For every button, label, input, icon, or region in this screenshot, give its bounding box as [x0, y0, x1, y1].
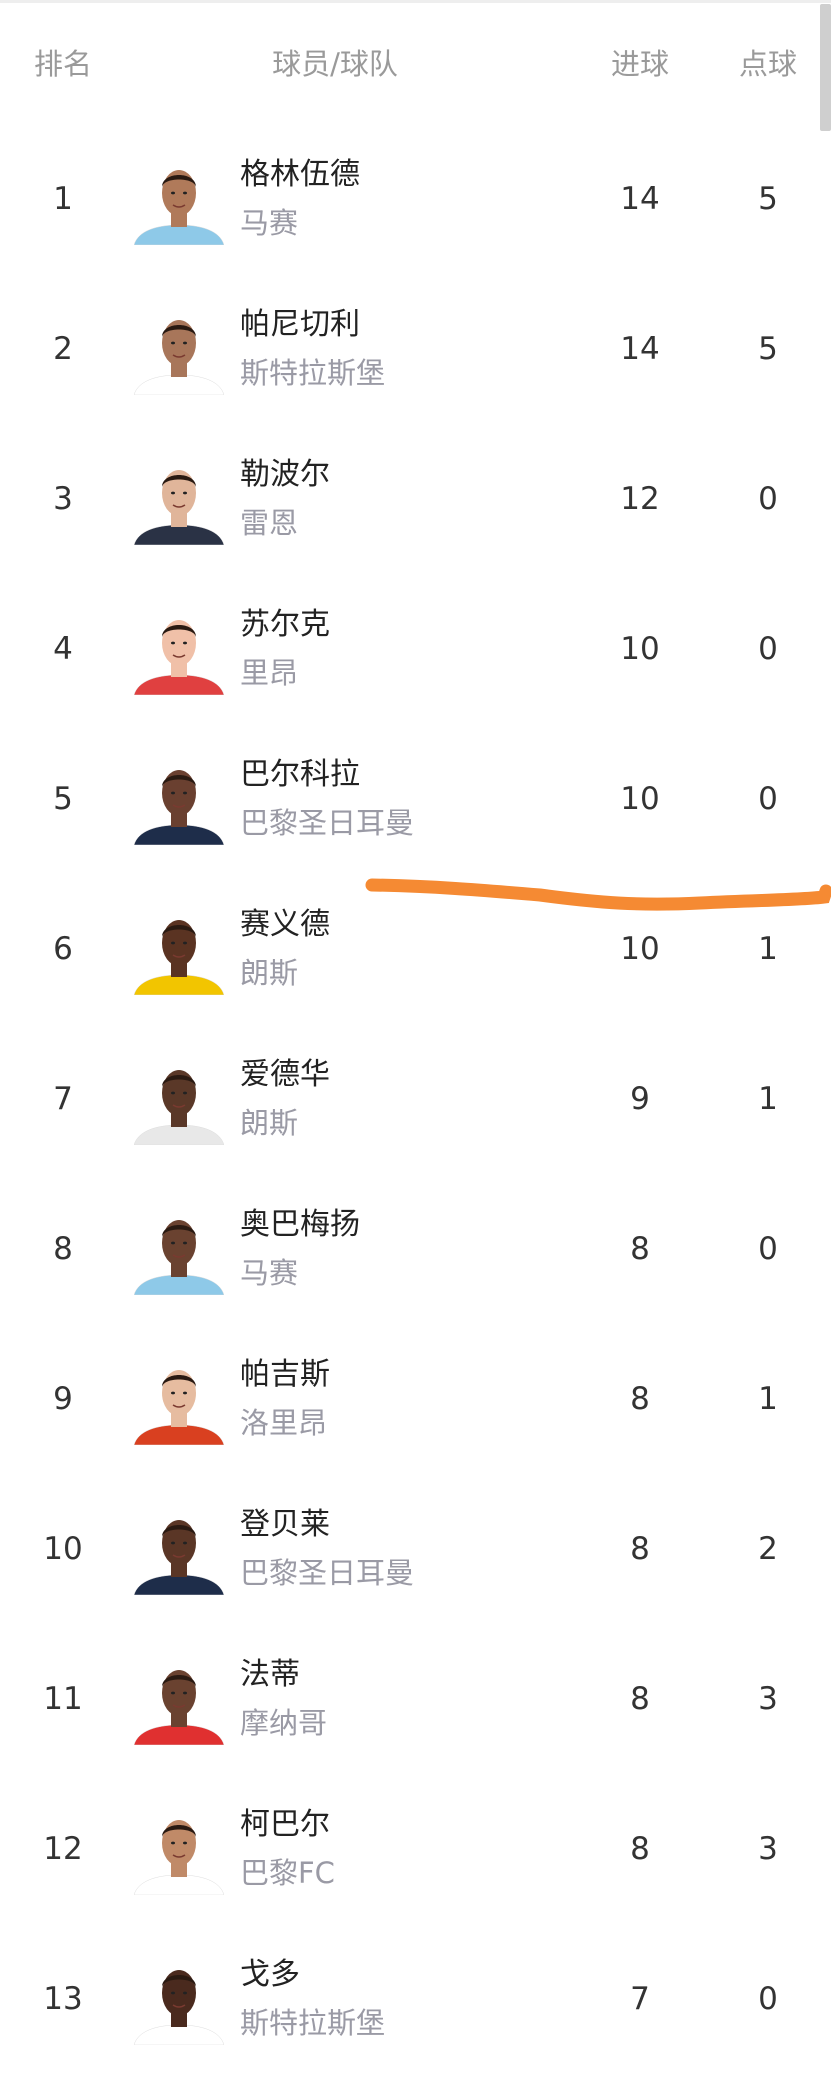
player-photo [134, 1220, 224, 1295]
player-name[interactable]: 爱德华 [240, 1057, 330, 1092]
table-row[interactable]: 3 勒波尔 雷恩 12 0 [0, 425, 831, 575]
team-name[interactable]: 斯特拉斯堡 [240, 2006, 386, 2040]
rank: 13 [43, 1981, 83, 2017]
table-row[interactable]: 7 爱德华 朗斯 9 1 [0, 1025, 831, 1175]
penalties-value: 0 [758, 781, 778, 817]
player-photo [134, 620, 224, 695]
team-name[interactable]: 洛里昂 [240, 1406, 328, 1440]
penalties-value: 1 [758, 1381, 778, 1417]
player-name[interactable]: 柯巴尔 [240, 1807, 330, 1842]
goals-value: 12 [620, 481, 660, 517]
table-row[interactable]: 8 奥巴梅扬 马赛 8 0 [0, 1175, 831, 1325]
team-name[interactable]: 巴黎圣日耳曼 [240, 1556, 415, 1590]
goals-value: 14 [620, 181, 660, 217]
player-name[interactable]: 戈多 [240, 1957, 300, 1992]
penalties-value: 0 [758, 1981, 778, 2017]
rank: 7 [53, 1081, 73, 1117]
team-name[interactable]: 摩纳哥 [240, 1706, 328, 1740]
player-photo [134, 770, 224, 845]
rank: 3 [53, 481, 73, 517]
rank: 2 [53, 331, 73, 367]
player-photo [134, 320, 224, 395]
team-name[interactable]: 巴黎圣日耳曼 [240, 806, 415, 840]
rank: 6 [53, 931, 73, 967]
player-name[interactable]: 赛义德 [240, 907, 330, 942]
goals-value: 8 [630, 1231, 650, 1267]
table-row[interactable]: 5 巴尔科拉 巴黎圣日耳曼 10 0 [0, 725, 831, 875]
header-rank[interactable]: 排名 [33, 47, 92, 81]
player-photo [134, 1370, 224, 1445]
penalties-value: 5 [758, 181, 778, 217]
header-penalties[interactable]: 点球 [738, 47, 797, 81]
top-divider [0, 0, 831, 3]
player-name[interactable]: 勒波尔 [240, 457, 330, 492]
goals-value: 10 [620, 631, 660, 667]
goals-value: 8 [630, 1381, 650, 1417]
team-name[interactable]: 雷恩 [240, 506, 299, 540]
player-name[interactable]: 法蒂 [240, 1657, 300, 1692]
goals-value: 10 [620, 781, 660, 817]
table-row[interactable]: 9 帕吉斯 洛里昂 8 1 [0, 1325, 831, 1475]
penalties-value: 0 [758, 631, 778, 667]
table-row[interactable]: 13 戈多 斯特拉斯堡 7 0 [0, 1925, 831, 2075]
penalties-value: 3 [758, 1681, 778, 1717]
goals-value: 8 [630, 1531, 650, 1567]
penalties-value: 5 [758, 331, 778, 367]
rank: 8 [53, 1231, 73, 1267]
player-name[interactable]: 格林伍德 [240, 157, 360, 192]
player-photo [134, 1970, 224, 2045]
player-name[interactable]: 帕尼切利 [240, 307, 360, 342]
table-row[interactable]: 2 帕尼切利 斯特拉斯堡 14 5 [0, 275, 831, 425]
player-name[interactable]: 苏尔克 [240, 607, 330, 642]
player-name[interactable]: 帕吉斯 [240, 1357, 330, 1392]
header-player-team: 球员/球队 [272, 47, 398, 81]
goals-value: 7 [630, 1981, 650, 2017]
rank: 1 [53, 181, 73, 217]
goals-value: 8 [630, 1681, 650, 1717]
table-row[interactable]: 10 登贝莱 巴黎圣日耳曼 8 2 [0, 1475, 831, 1625]
player-name[interactable]: 奥巴梅扬 [240, 1207, 360, 1242]
team-name[interactable]: 朗斯 [240, 956, 299, 990]
player-photo [134, 1820, 224, 1895]
rank: 12 [43, 1831, 83, 1867]
goals-value: 10 [620, 931, 660, 967]
rank: 11 [43, 1681, 83, 1717]
goals-value: 8 [630, 1831, 650, 1867]
penalties-value: 1 [758, 931, 778, 967]
table-row[interactable]: 1 格林伍德 马赛 14 5 [0, 125, 831, 275]
scrollbar[interactable] [820, 4, 831, 131]
rank: 4 [53, 631, 73, 667]
team-name[interactable]: 巴黎FC [240, 1856, 335, 1890]
player-photo [134, 1670, 224, 1745]
table-row[interactable]: 11 法蒂 摩纳哥 8 3 [0, 1625, 831, 1775]
rank: 9 [53, 1381, 73, 1417]
team-name[interactable]: 里昂 [240, 656, 299, 690]
team-name[interactable]: 斯特拉斯堡 [240, 356, 386, 390]
player-photo [134, 170, 224, 245]
goals-value: 9 [630, 1081, 650, 1117]
header-goals[interactable]: 进球 [610, 47, 669, 81]
player-photo [134, 470, 224, 545]
table-row[interactable]: 6 赛义德 朗斯 10 1 [0, 875, 831, 1025]
player-name[interactable]: 登贝莱 [240, 1507, 330, 1542]
rank: 5 [53, 781, 73, 817]
table-row[interactable]: 4 苏尔克 里昂 10 0 [0, 575, 831, 725]
penalties-value: 2 [758, 1531, 778, 1567]
player-photo [134, 1070, 224, 1145]
team-name[interactable]: 马赛 [240, 1256, 299, 1290]
rank: 10 [43, 1531, 83, 1567]
team-name[interactable]: 马赛 [240, 206, 299, 240]
penalties-value: 0 [758, 481, 778, 517]
player-name[interactable]: 巴尔科拉 [240, 757, 360, 792]
table-row[interactable]: 12 柯巴尔 巴黎FC 8 3 [0, 1775, 831, 1925]
team-name[interactable]: 朗斯 [240, 1106, 299, 1140]
penalties-value: 0 [758, 1231, 778, 1267]
penalties-value: 1 [758, 1081, 778, 1117]
player-photo [134, 1520, 224, 1595]
player-photo [134, 920, 224, 995]
goals-value: 14 [620, 331, 660, 367]
penalties-value: 3 [758, 1831, 778, 1867]
